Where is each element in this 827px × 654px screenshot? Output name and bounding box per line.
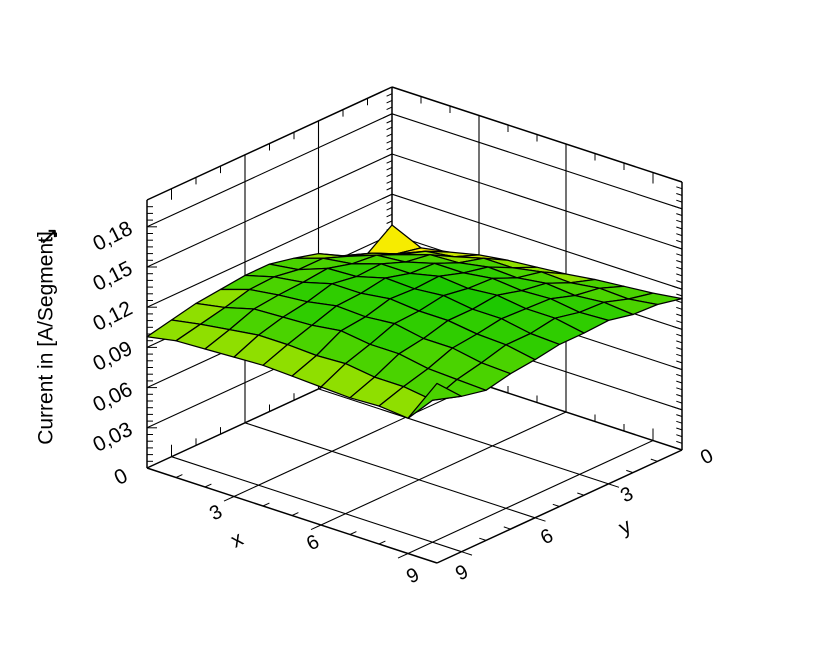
z-axis-arrow-icon: ↗ [38,223,60,250]
z-axis-title: Current in [A/Segment] [34,231,58,445]
